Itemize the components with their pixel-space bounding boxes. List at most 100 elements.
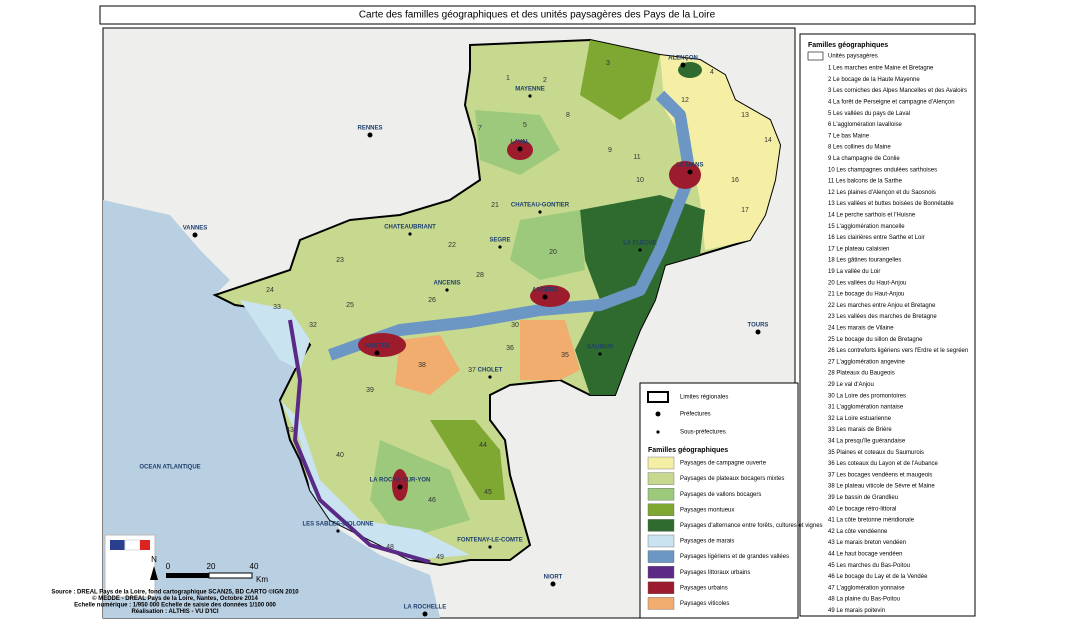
family-label: Paysages montueux (680, 507, 734, 513)
city-label: CHATEAU-GONTIER (511, 203, 570, 209)
city-marker (374, 350, 380, 356)
city-marker (488, 545, 492, 549)
unit-number: 46 (428, 497, 436, 504)
city-marker (680, 62, 686, 68)
city-marker (445, 288, 449, 292)
family-label: Paysages viticoles (680, 601, 729, 607)
unit-legend-item: 49 Le marais poitevin (828, 608, 885, 614)
family-label: Paysages de marais (680, 539, 734, 545)
unit-number: 1 (506, 75, 510, 82)
scale-tick-label: 20 (207, 562, 216, 571)
city-label: VANNES (183, 226, 208, 232)
unit-legend-item: 42 La côte vendéenne (828, 529, 888, 535)
unit-legend-item: 30 La Loire des promontoires (828, 393, 906, 399)
map-title: Carte des familles géographiques et des … (359, 10, 716, 21)
unit-legend-item: 44 Le haut bocage vendéen (828, 551, 902, 557)
unit-number: 39 (366, 387, 374, 394)
unit-legend-item: 10 Les champagnes ondulées sarthoises (828, 167, 937, 173)
unit-number: 35 (561, 352, 569, 359)
unit-number: 48 (386, 544, 394, 551)
unit-legend-item: 2 Le bocage de la Haute Mayenne (828, 77, 920, 83)
unit-legend-item: 14 Le perche sarthois et l'Huisne (828, 212, 916, 218)
north-arrow: N (151, 555, 157, 564)
unit-number: 7 (478, 125, 482, 132)
family-label: Paysages de plateaux bocagers mixtes (680, 476, 784, 482)
scale-tick-label: 40 (250, 562, 259, 571)
logo-flag-red (140, 540, 150, 550)
city-label: NANTES (365, 344, 390, 350)
unit-legend-item: 24 Les marais de Vilaine (828, 325, 894, 331)
scale-unit: Km (256, 575, 268, 584)
city-marker (336, 529, 340, 533)
unit-number: 25 (346, 302, 354, 309)
unit-number: 20 (549, 249, 557, 256)
family-swatch (647, 597, 675, 610)
city-marker (397, 484, 403, 490)
unit-legend-item: 33 Les marais de Brière (828, 427, 892, 433)
scale-bar-a (166, 573, 209, 578)
city-label: LE MANS (677, 163, 704, 169)
unit-number: 33 (273, 304, 281, 311)
city-marker (488, 375, 492, 379)
unit-legend-item: 7 Le bas Maine (828, 133, 870, 139)
families-title: Familles géographiques (648, 447, 728, 454)
unit-legend-item: 37 Les bocages vendéens et maugeois (828, 472, 932, 478)
unit-legend-item: 12 Les plaines d'Alençon et du Saosnois (828, 190, 936, 196)
city-label: SAUMUR (587, 345, 614, 351)
unit-legend-item: 11 Les balcons de la Sarthe (828, 179, 903, 185)
city-marker (517, 146, 523, 152)
zone-viticole (395, 320, 580, 395)
zone-campagne (660, 55, 780, 250)
unit-legend-item: 20 Les vallées du Haut-Anjou (828, 280, 906, 286)
source-line: Réalisation : ALTHIS - VU D'ICI (131, 609, 218, 615)
unit-legend-item: 26 Les contreforts ligériens vers l'Erdr… (828, 348, 968, 354)
unit-number: 30 (511, 322, 519, 329)
unit-number: 13 (741, 112, 749, 119)
family-label: Paysages de vallons bocagers (680, 492, 761, 498)
unit-number: 26 (428, 297, 436, 304)
unit-legend-item: 40 Le bocage rétro-littoral (828, 506, 896, 512)
city-marker (687, 169, 693, 175)
unit-number: 22 (448, 242, 456, 249)
unit-legend-item: 34 La presqu'île guérandaise (828, 438, 906, 444)
unit-number: 10 (636, 177, 644, 184)
symbol-boundary (647, 391, 669, 403)
unit-legend-item: 4 La forêt de Perseigne et campagne d'Al… (828, 99, 955, 105)
zone-vallons (370, 110, 585, 540)
unit-number: 24 (266, 287, 274, 294)
unit-legend-item: 32 La Loire estuarienne (828, 416, 892, 422)
unit-number: 38 (418, 362, 426, 369)
family-label: Paysages d'alternance entre forêts, cult… (680, 523, 823, 529)
city-marker (528, 94, 532, 98)
unit-legend-item: 9 La champagne de Conlie (828, 156, 900, 162)
unit-number: 3 (606, 60, 610, 67)
symbol-label: Limites régionales (680, 395, 728, 401)
zone-montueux-2 (430, 420, 505, 500)
unit-number: 44 (479, 442, 487, 449)
family-label: Paysages urbains (680, 585, 728, 591)
unit-number: 4 (710, 69, 714, 76)
map-labels: ALENÇON MAYENNE RENNES LAVAL LE MANS CHATEAU-… (139, 56, 772, 617)
scale-tick-label: 0 (166, 562, 171, 571)
unit-legend-item: 3 Les corniches des Alpes Mancelles et d… (828, 88, 967, 94)
city-label: FONTENAY-LE-COMTE (457, 538, 522, 544)
urban-le-mans (669, 161, 701, 189)
unit-legend-item: 45 Les marches du Bas-Poitou (828, 563, 910, 569)
unit-legend-item: 17 Le plateau calaisien (828, 246, 889, 252)
symbol-subprefecture (656, 430, 660, 434)
city-marker (408, 232, 412, 236)
family-swatch (647, 519, 675, 532)
symbol-prefecture (655, 411, 661, 417)
unit-legend-item: 27 L'agglomération angevine (828, 359, 906, 365)
unit-number: 40 (336, 452, 344, 459)
unit-legend-item: 25 Le bocage du sillon de Bretagne (828, 337, 923, 343)
city-label: MAYENNE (515, 87, 544, 93)
unit-number: 5 (523, 122, 527, 129)
family-swatch (647, 581, 675, 594)
logo-flag-white (124, 539, 141, 551)
unit-number: 49 (436, 554, 444, 561)
symbol-legend-box (639, 382, 799, 619)
unit-legend-item: 22 Les marches entre Anjou et Bretagne (828, 303, 936, 309)
